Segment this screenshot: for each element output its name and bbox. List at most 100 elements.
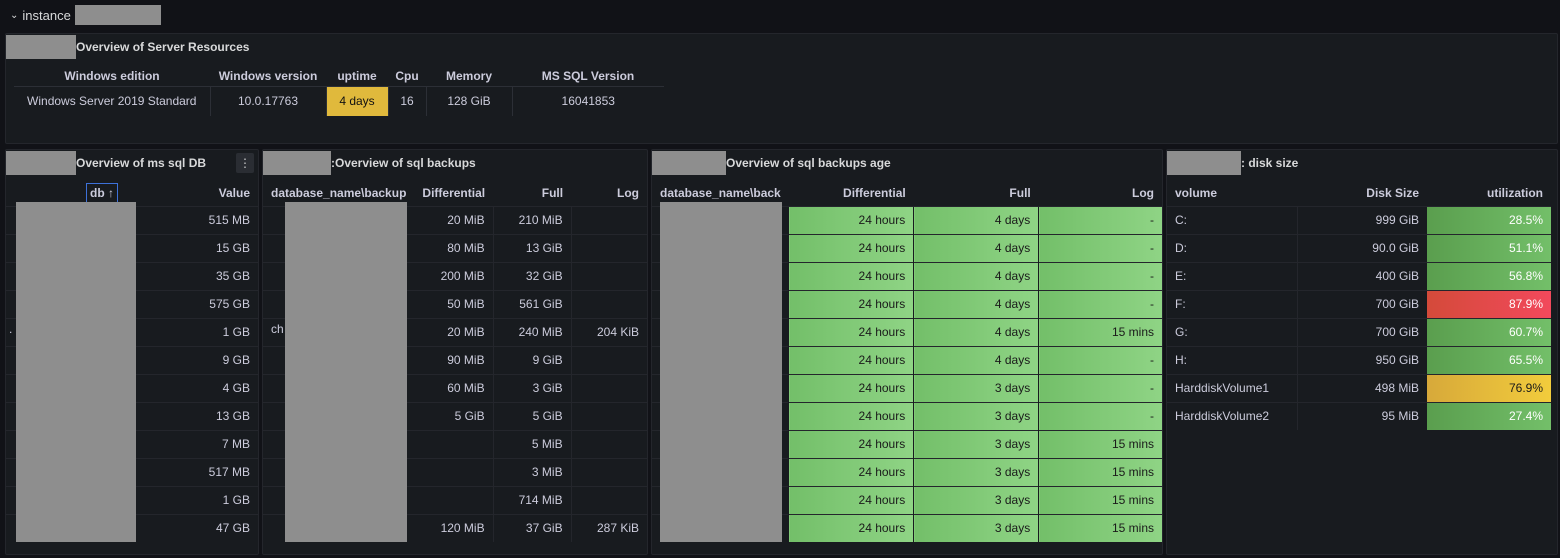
disk-size-cell: 999 GiB [1297, 205, 1427, 234]
backup-size-cell: 5 MiB [493, 429, 572, 458]
panel-menu-icon[interactable]: ⋮ [236, 153, 254, 173]
column-header-disk-size[interactable]: Disk Size [1366, 185, 1419, 200]
column-header-full[interactable]: Full [1009, 185, 1031, 200]
column-header-differential[interactable]: Differential [422, 185, 486, 200]
backup-age-cell: 3 days [913, 457, 1039, 486]
backup-age-cell: 24 hours [788, 261, 914, 290]
utilization-cell: 60.7% [1427, 317, 1551, 346]
column-header[interactable]: Windows edition [64, 68, 160, 83]
server-value: 16 [388, 85, 427, 116]
backup-age-cell: - [1038, 401, 1162, 430]
column-header[interactable]: Cpu [395, 68, 419, 83]
server-value: Windows Server 2019 Standard [14, 85, 211, 116]
db-value-cell: 7 MB [126, 429, 258, 458]
column-header-log[interactable]: Log [617, 185, 639, 200]
backup-age-cell: 3 days [913, 373, 1039, 402]
volume-cell: F: [1167, 289, 1298, 318]
table-row: F: 700 GiB 87.9% [1167, 289, 1551, 318]
backup-size-cell: 210 MiB [493, 205, 572, 234]
sort-arrow-icon: ↑ [108, 185, 114, 200]
db-value-cell: 1 GB [126, 317, 258, 346]
backup-size-cell: 60 MiB [414, 373, 494, 402]
backup-size-cell: 3 MiB [493, 457, 572, 486]
redacted-prefix [6, 151, 76, 175]
backup-age-cell: 24 hours [788, 373, 914, 402]
column-header-utilization[interactable]: utilization [1487, 185, 1543, 200]
backup-age-cell: 4 days [913, 261, 1039, 290]
disk-size-cell: 90.0 GiB [1297, 233, 1427, 262]
backup-age-cell: 15 mins [1038, 457, 1162, 486]
column-header[interactable]: Memory [445, 68, 492, 83]
redacted-database-names [285, 202, 407, 542]
volume-cell: C: [1167, 205, 1298, 234]
db-value-cell: 15 GB [126, 233, 258, 262]
backup-size-cell: 80 MiB [414, 233, 494, 262]
column-header-value[interactable]: Value [218, 185, 250, 200]
disk-size-cell: 400 GiB [1297, 261, 1427, 290]
table-row: C: 999 GiB 28.5% [1167, 205, 1551, 234]
column-header[interactable]: Windows version [218, 68, 318, 83]
backup-age-cell: - [1038, 289, 1162, 318]
panel-title-text: : disk size [1241, 156, 1299, 170]
sort-header[interactable]: db ↑ [85, 182, 118, 203]
column-header-full[interactable]: Full [541, 185, 564, 200]
table-row: E: 400 GiB 56.8% [1167, 261, 1551, 290]
column-header-volume[interactable]: volume [1175, 185, 1218, 200]
backup-size-cell: 714 MiB [493, 485, 572, 514]
backup-size-cell: 200 MiB [414, 261, 494, 290]
chevron-down-icon[interactable]: ⌄ [10, 9, 19, 21]
backup-age-cell: 4 days [913, 233, 1039, 262]
backup-size-cell [571, 373, 647, 402]
volume-cell: D: [1167, 233, 1298, 262]
backup-size-cell: 20 MiB [414, 317, 494, 346]
column-header-database[interactable]: database_name\back [660, 185, 781, 200]
backup-size-cell: 37 GiB [493, 513, 572, 542]
backup-size-cell [571, 401, 647, 430]
server-value: 10.0.17763 [210, 85, 327, 116]
backup-age-cell: 4 days [913, 345, 1039, 374]
backup-size-cell [414, 429, 494, 458]
column-header[interactable]: uptime [337, 68, 377, 83]
column-header[interactable]: MS SQL Version [541, 68, 635, 83]
utilization-cell: 27.4% [1427, 401, 1551, 430]
backup-size-cell [571, 261, 647, 290]
backup-age-cell: - [1038, 233, 1162, 262]
backup-size-cell: 5 GiB [414, 401, 494, 430]
backup-size-cell [571, 429, 647, 458]
utilization-cell: 56.8% [1427, 261, 1551, 290]
redacted-prefix [1167, 151, 1241, 175]
backup-age-cell: 24 hours [788, 457, 914, 486]
panel-title: Overview of sql backups age [652, 150, 1162, 176]
column-header-database[interactable]: database_name\backup [271, 185, 407, 200]
column-header-differential[interactable]: Differential [843, 185, 906, 200]
partial-db-name: ch [271, 322, 284, 336]
backup-size-cell: 13 GiB [493, 233, 572, 262]
row-header-instance[interactable]: ⌄ instance [0, 0, 1560, 30]
db-value-cell: 35 GB [126, 261, 258, 290]
redacted-prefix [652, 151, 726, 175]
panel-title-text: :Overview of sql backups [331, 156, 476, 170]
backup-age-cell: 15 mins [1038, 317, 1162, 346]
redacted-db-names [16, 202, 136, 542]
backup-size-cell [571, 233, 647, 262]
volume-cell: H: [1167, 345, 1298, 374]
backup-size-cell [571, 205, 647, 234]
backup-age-cell: 24 hours [788, 205, 914, 234]
backup-age-cell: 3 days [913, 401, 1039, 430]
backup-size-cell [414, 485, 494, 514]
utilization-cell: 76.9% [1427, 373, 1551, 402]
backup-age-cell: 4 days [913, 205, 1039, 234]
backup-age-cell: - [1038, 373, 1162, 402]
db-value-cell: 13 GB [126, 401, 258, 430]
table-row: HarddiskVolume1 498 MiB 76.9% [1167, 373, 1551, 402]
backup-size-cell: 287 KiB [571, 513, 647, 542]
backup-age-cell: 3 days [913, 485, 1039, 514]
column-header-log[interactable]: Log [1132, 185, 1154, 200]
table-row: 24 hours 4 days 15 mins [652, 317, 1162, 346]
utilization-cell: 28.5% [1427, 205, 1551, 234]
backup-age-cell: - [1038, 345, 1162, 374]
backup-age-cell: 24 hours [788, 345, 914, 374]
volume-cell: E: [1167, 261, 1298, 290]
server-value: 4 days [326, 85, 389, 116]
backup-size-cell: 561 GiB [493, 289, 572, 318]
